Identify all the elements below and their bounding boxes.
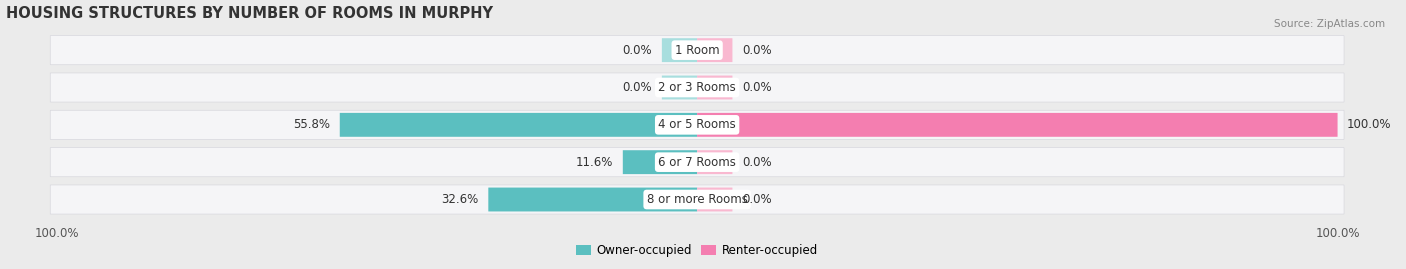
Text: 32.6%: 32.6% [441,193,479,206]
Text: 11.6%: 11.6% [576,156,613,169]
FancyBboxPatch shape [488,187,697,211]
FancyBboxPatch shape [51,148,1344,177]
Text: 0.0%: 0.0% [742,156,772,169]
Text: 55.8%: 55.8% [294,118,330,131]
Text: 1 Room: 1 Room [675,44,720,57]
FancyBboxPatch shape [697,38,733,62]
FancyBboxPatch shape [51,73,1344,102]
FancyBboxPatch shape [51,36,1344,65]
Text: Source: ZipAtlas.com: Source: ZipAtlas.com [1274,19,1385,29]
FancyBboxPatch shape [662,38,697,62]
Text: 6 or 7 Rooms: 6 or 7 Rooms [658,156,737,169]
Text: 0.0%: 0.0% [742,193,772,206]
FancyBboxPatch shape [697,187,733,211]
Text: 0.0%: 0.0% [623,44,652,57]
Text: HOUSING STRUCTURES BY NUMBER OF ROOMS IN MURPHY: HOUSING STRUCTURES BY NUMBER OF ROOMS IN… [6,6,492,20]
Text: 0.0%: 0.0% [742,81,772,94]
Text: 100.0%: 100.0% [1347,118,1392,131]
FancyBboxPatch shape [51,110,1344,139]
Text: 0.0%: 0.0% [742,44,772,57]
FancyBboxPatch shape [697,150,733,174]
Text: 8 or more Rooms: 8 or more Rooms [647,193,748,206]
FancyBboxPatch shape [662,76,697,100]
FancyBboxPatch shape [623,150,697,174]
FancyBboxPatch shape [697,76,733,100]
FancyBboxPatch shape [340,113,697,137]
Text: 2 or 3 Rooms: 2 or 3 Rooms [658,81,735,94]
Legend: Owner-occupied, Renter-occupied: Owner-occupied, Renter-occupied [572,239,823,261]
FancyBboxPatch shape [697,113,1337,137]
Text: 4 or 5 Rooms: 4 or 5 Rooms [658,118,735,131]
Text: 0.0%: 0.0% [623,81,652,94]
FancyBboxPatch shape [51,185,1344,214]
